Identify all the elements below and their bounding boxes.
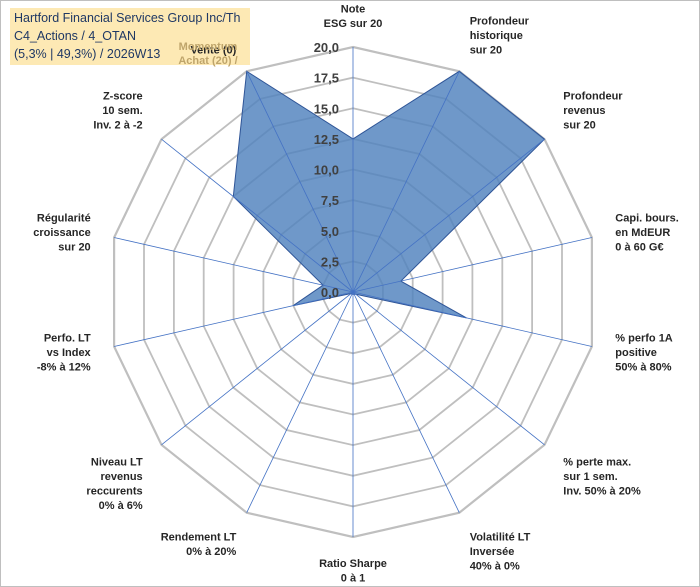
axis-label-line: Profondeur bbox=[563, 90, 623, 102]
axis-label-line: 40% à 0% bbox=[470, 560, 520, 572]
axis-label-line: 0% à 20% bbox=[186, 546, 236, 558]
axis-label: Profondeur revenus sur 20 bbox=[563, 90, 623, 131]
tick-label: 2,5 bbox=[321, 254, 339, 269]
axis-label-line: Capi. bours. bbox=[615, 213, 679, 225]
axis-spoke bbox=[246, 71, 354, 293]
axis-label: Rendement LT 0% à 20% bbox=[161, 531, 237, 558]
tick-label: 15,0 bbox=[314, 101, 339, 116]
axis-label-line: Vente (0) bbox=[190, 45, 236, 57]
axis-spoke bbox=[352, 291, 545, 446]
axis-label: Z-score 10 sem. Inv. 2 à -2 bbox=[93, 90, 142, 131]
axis-label-line: Z-score bbox=[103, 90, 143, 102]
axis-label: Perfo. LT vs Index -8% à 12% bbox=[37, 332, 92, 373]
axis-label-line: revenus bbox=[563, 105, 605, 117]
tick-label: 0,0 bbox=[321, 285, 339, 300]
chart-title-line-3: (5,3% | 49,3%) / 2026W13 bbox=[14, 47, 161, 61]
axis-label-line: -8% à 12% bbox=[37, 361, 91, 373]
axis-spoke bbox=[352, 291, 592, 347]
axis-label: % perfo 1A positive 50% à 80% bbox=[615, 332, 673, 373]
axis-label: Profondeur historique sur 20 bbox=[470, 16, 530, 57]
axis-label-line: vs Index bbox=[47, 347, 92, 359]
axis-spoke bbox=[246, 291, 354, 513]
axis-label: Ratio Sharpe 0 à 1 bbox=[319, 558, 387, 585]
axis-label-line: Perfo. LT bbox=[44, 332, 91, 344]
axis-label-line: Inv. 50% à 20% bbox=[563, 486, 641, 498]
chart-title-line-2: C4_Actions / 4_OTAN bbox=[14, 29, 137, 43]
axis-label-line: sur 20 bbox=[563, 119, 595, 131]
momentum-note-line: Achat (20) / bbox=[178, 55, 237, 67]
axis-label: Régularité croissance sur 20 bbox=[33, 213, 90, 254]
axis-label-line: sur 20 bbox=[58, 242, 90, 254]
axis-spoke bbox=[114, 291, 354, 347]
axis-label-line: sur 1 sem. bbox=[563, 471, 617, 483]
axis-label: Note ESG sur 20 bbox=[324, 4, 383, 31]
axis-label-line: en MdEUR bbox=[615, 227, 670, 239]
axis-label: Vente (0) bbox=[190, 45, 236, 57]
axis-label-line: historique bbox=[470, 30, 523, 42]
axis-spoke bbox=[161, 291, 354, 446]
tick-label: 17,5 bbox=[314, 71, 339, 86]
axis-label-line: reccurents bbox=[86, 486, 142, 498]
series-area bbox=[232, 70, 546, 319]
axis-spoke bbox=[352, 291, 460, 513]
axis-label-line: % perte max. bbox=[563, 457, 631, 469]
tick-label: 20,0 bbox=[314, 40, 339, 55]
axis-label-line: Ratio Sharpe bbox=[319, 558, 387, 570]
axis-label-line: Profondeur bbox=[470, 16, 530, 28]
chart-title-line-1: Hartford Financial Services Group Inc/Th bbox=[14, 11, 241, 25]
axis-label-line: Note bbox=[341, 4, 365, 16]
axis-label: Capi. bours. en MdEUR 0 à 60 G€ bbox=[615, 213, 679, 254]
axis-label-line: 0 à 1 bbox=[341, 573, 365, 585]
axis-label-line: Régularité bbox=[37, 213, 91, 225]
axis-label-line: Niveau LT bbox=[91, 457, 143, 469]
chart-title-box: Hartford Financial Services Group Inc/Th… bbox=[10, 8, 250, 65]
tick-label: 10,0 bbox=[314, 163, 339, 178]
tick-label: 7,5 bbox=[321, 193, 339, 208]
axis-label-line: ESG sur 20 bbox=[324, 18, 383, 30]
axis-spoke bbox=[161, 138, 354, 293]
axis-label-line: Volatilité LT bbox=[470, 531, 531, 543]
axis-label-line: 10 sem. bbox=[102, 105, 142, 117]
momentum-note: Momentum Achat (20) / bbox=[178, 41, 237, 67]
axis-spoke bbox=[352, 138, 545, 293]
axis-spoke bbox=[352, 237, 592, 293]
axis-label-line: Inversée bbox=[470, 546, 515, 558]
axis-label-line: 50% à 80% bbox=[615, 361, 671, 373]
axis-label-line: 0 à 60 G€ bbox=[615, 242, 663, 254]
tick-label: 5,0 bbox=[321, 224, 339, 239]
axis-label-line: positive bbox=[615, 347, 657, 359]
axis-label-line: Inv. 2 à -2 bbox=[93, 119, 142, 131]
axis-spoke bbox=[352, 71, 460, 293]
axis-label: Volatilité LT Inversée 40% à 0% bbox=[470, 531, 531, 572]
axis-label-line: revenus bbox=[100, 471, 142, 483]
axis-label-line: sur 20 bbox=[470, 45, 502, 57]
axis-label-line: croissance bbox=[33, 227, 90, 239]
axis-label: Niveau LT revenus reccurents 0% à 6% bbox=[86, 457, 143, 513]
axis-label: % perte max. sur 1 sem. Inv. 50% à 20% bbox=[563, 457, 641, 498]
tick-label: 12,5 bbox=[314, 132, 339, 147]
axis-label-line: Rendement LT bbox=[161, 531, 237, 543]
axis-spoke bbox=[114, 237, 354, 293]
axis-label-line: % perfo 1A bbox=[615, 332, 673, 344]
axis-label-line: 0% à 6% bbox=[99, 500, 143, 512]
momentum-note-line: Momentum bbox=[179, 41, 238, 53]
